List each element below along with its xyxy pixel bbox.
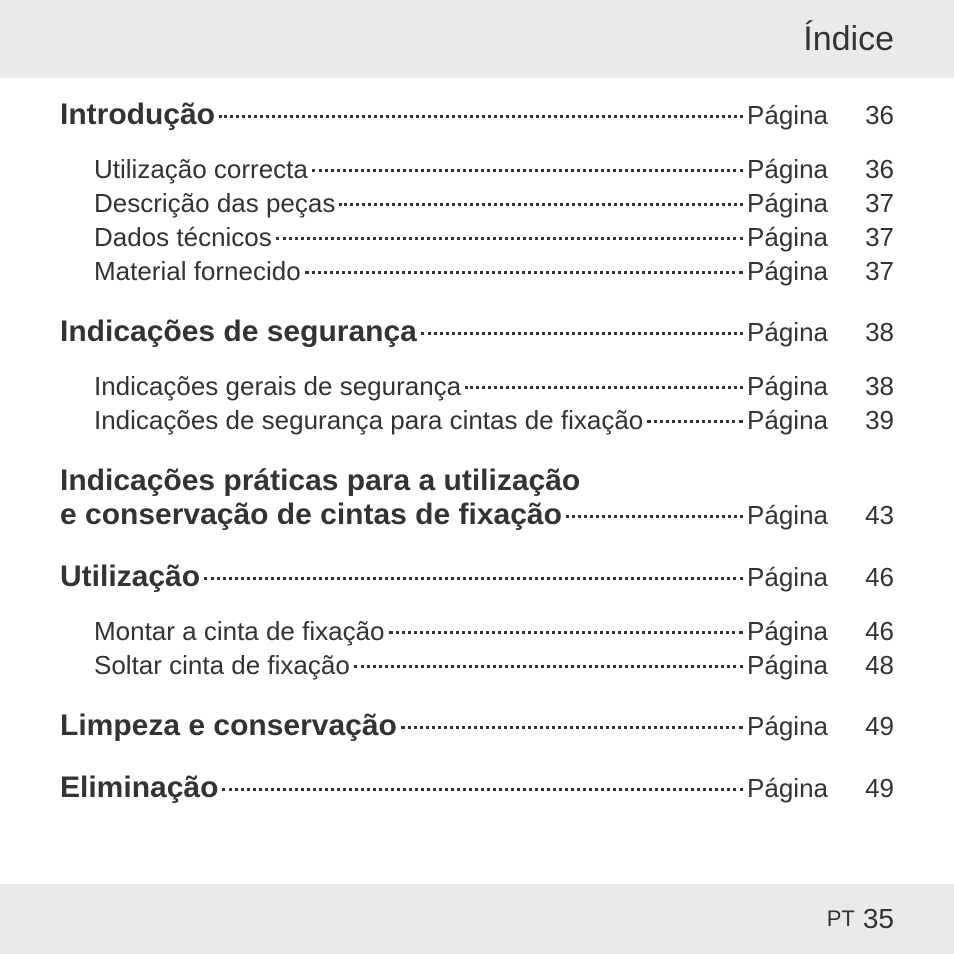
toc-subitem: Montar a cinta de fixação Página 46 [60, 616, 894, 647]
toc-leader-dots [312, 169, 743, 172]
toc-page-label: Página [747, 562, 828, 593]
toc-page-number: 43 [842, 500, 894, 531]
toc-page-label: Página [747, 100, 828, 131]
toc-subitem-title: Soltar cinta de fixação [60, 650, 350, 681]
toc-page-number: 37 [842, 222, 894, 253]
toc-section-title: Indicações de segurança [60, 315, 417, 349]
toc-leader-dots [219, 115, 743, 118]
toc-leader-dots [421, 332, 743, 335]
toc-leader-dots [401, 726, 743, 729]
toc-section-title-line2: e conservação de cintas de fixação [60, 498, 562, 532]
toc-page-number: 38 [842, 317, 894, 348]
toc-page-label: Página [747, 256, 828, 287]
toc-section-title-line1: Indicações práticas para a utilização [60, 464, 894, 498]
toc-page-label: Página [747, 711, 828, 742]
toc-section-title: Limpeza e conservação [60, 709, 397, 743]
toc-subitem-title: Montar a cinta de fixação [60, 616, 385, 647]
toc-page-number: 49 [842, 711, 894, 742]
toc-page-number: 48 [842, 650, 894, 681]
toc-page-number: 46 [842, 616, 894, 647]
toc-page-number: 36 [842, 100, 894, 131]
toc-subitem-title: Descrição das peças [60, 188, 335, 219]
toc-subitem-title: Utilização correcta [60, 154, 308, 185]
toc-page-number: 38 [842, 371, 894, 402]
toc-leader-dots [354, 665, 743, 668]
toc-page-number: 36 [842, 154, 894, 185]
toc-section: Limpeza e conservação Página 49 [60, 709, 894, 743]
footer-band: PT 35 [0, 884, 954, 954]
toc-subitem-title: Material fornecido [60, 256, 301, 287]
toc-subitem: Descrição das peças Página 37 [60, 188, 894, 219]
toc-leader-dots [647, 420, 743, 423]
toc-page-number: 49 [842, 773, 894, 804]
toc-section: Indicações de segurança Página 38 [60, 315, 894, 349]
toc-page-label: Página [747, 650, 828, 681]
toc-page-number: 37 [842, 188, 894, 219]
toc-page-label: Página [747, 317, 828, 348]
toc-leader-dots [276, 237, 743, 240]
toc-subitem: Utilização correcta Página 36 [60, 154, 894, 185]
toc-page-label: Página [747, 371, 828, 402]
toc-section: Utilização Página 46 [60, 560, 894, 594]
toc-page-number: 39 [842, 405, 894, 436]
toc-leader-dots [222, 788, 743, 791]
toc-section-line: e conservação de cintas de fixação Págin… [60, 498, 894, 532]
toc-page-label: Página [747, 154, 828, 185]
toc-section: Introdução Página 36 [60, 98, 894, 132]
toc-page-number: 46 [842, 562, 894, 593]
header-title: Índice [803, 20, 894, 59]
toc-section: Indicações práticas para a utilizaçãoe c… [60, 464, 894, 532]
toc-subitem: Soltar cinta de fixação Página 48 [60, 650, 894, 681]
toc-section-title: Introdução [60, 98, 215, 132]
toc-subitem: Indicações gerais de segurança Página 38 [60, 371, 894, 402]
toc-section-title: Utilização [60, 560, 200, 594]
toc-page-label: Página [747, 405, 828, 436]
toc-leader-dots [389, 631, 744, 634]
footer-page-number: 35 [863, 903, 894, 935]
toc-page-number: 37 [842, 256, 894, 287]
toc-leader-dots [204, 577, 743, 580]
toc-subitem-title: Dados técnicos [60, 222, 272, 253]
toc-leader-dots [465, 386, 743, 389]
toc-leader-dots [305, 271, 743, 274]
toc-leader-dots [566, 515, 743, 518]
toc-content: Introdução Página 36 Utilização correcta Pág… [60, 98, 894, 808]
toc-section: Eliminação Página 49 [60, 771, 894, 805]
toc-page-label: Página [747, 500, 828, 531]
toc-page-label: Página [747, 773, 828, 804]
footer-language: PT [827, 906, 855, 932]
header-band: Índice [0, 0, 954, 78]
toc-section-title: Eliminação [60, 771, 218, 805]
toc-page-label: Página [747, 616, 828, 647]
toc-subitem: Material fornecido Página 37 [60, 256, 894, 287]
toc-subitem-title: Indicações gerais de segurança [60, 371, 461, 402]
toc-subitem: Indicações de segurança para cintas de f… [60, 405, 894, 436]
toc-page-label: Página [747, 188, 828, 219]
toc-page-label: Página [747, 222, 828, 253]
toc-subitem-title: Indicações de segurança para cintas de f… [60, 405, 643, 436]
toc-subitem: Dados técnicos Página 37 [60, 222, 894, 253]
toc-leader-dots [339, 203, 743, 206]
